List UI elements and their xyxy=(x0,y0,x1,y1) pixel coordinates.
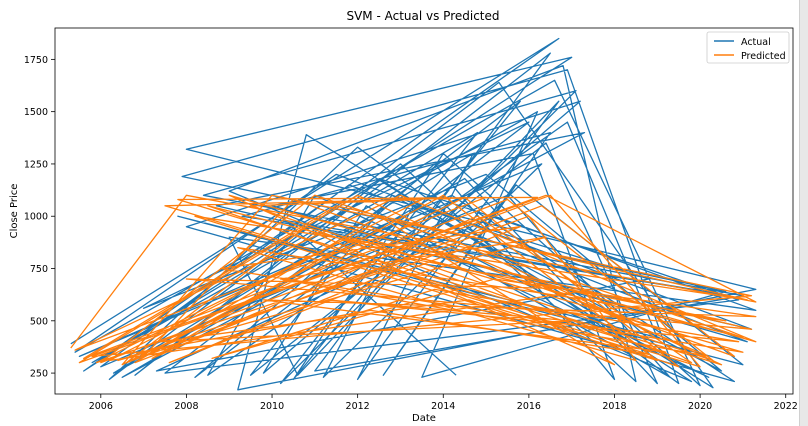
y-tick-label: 1000 xyxy=(24,212,48,223)
x-axis: 2006 2008 2010 2012 2014 2016 2018 2020 2022 xyxy=(89,394,798,412)
y-axis-label: Close Price xyxy=(9,184,20,239)
y-axis: 250 500 750 1000 1250 1500 1750 xyxy=(24,55,55,380)
x-tick-label: 2018 xyxy=(602,401,626,412)
x-tick-label: 2006 xyxy=(89,401,113,412)
x-tick-label: 2016 xyxy=(517,401,541,412)
y-tick-label: 500 xyxy=(30,316,48,327)
x-tick-label: 2010 xyxy=(260,401,284,412)
y-tick-label: 1250 xyxy=(24,159,48,170)
y-tick-label: 750 xyxy=(30,264,48,275)
x-tick-label: 2020 xyxy=(688,401,712,412)
x-tick-label: 2014 xyxy=(431,401,455,412)
legend-label-actual: Actual xyxy=(741,37,771,48)
chart-title: SVM - Actual vs Predicted xyxy=(346,9,499,23)
series-line-predicted xyxy=(70,194,757,368)
x-axis-label: Date xyxy=(412,413,436,424)
x-tick-label: 2012 xyxy=(346,401,370,412)
plot-area xyxy=(54,27,794,395)
y-tick-label: 250 xyxy=(30,369,48,380)
y-tick-label: 1750 xyxy=(24,55,48,66)
x-tick-label: 2008 xyxy=(174,401,198,412)
y-tick-label: 1500 xyxy=(24,107,48,118)
legend-label-predicted: Predicted xyxy=(741,51,786,62)
x-tick-label: 2022 xyxy=(774,401,798,412)
legend: Actual Predicted xyxy=(706,31,790,64)
plot-frame xyxy=(54,27,794,395)
window-edge xyxy=(799,0,808,426)
